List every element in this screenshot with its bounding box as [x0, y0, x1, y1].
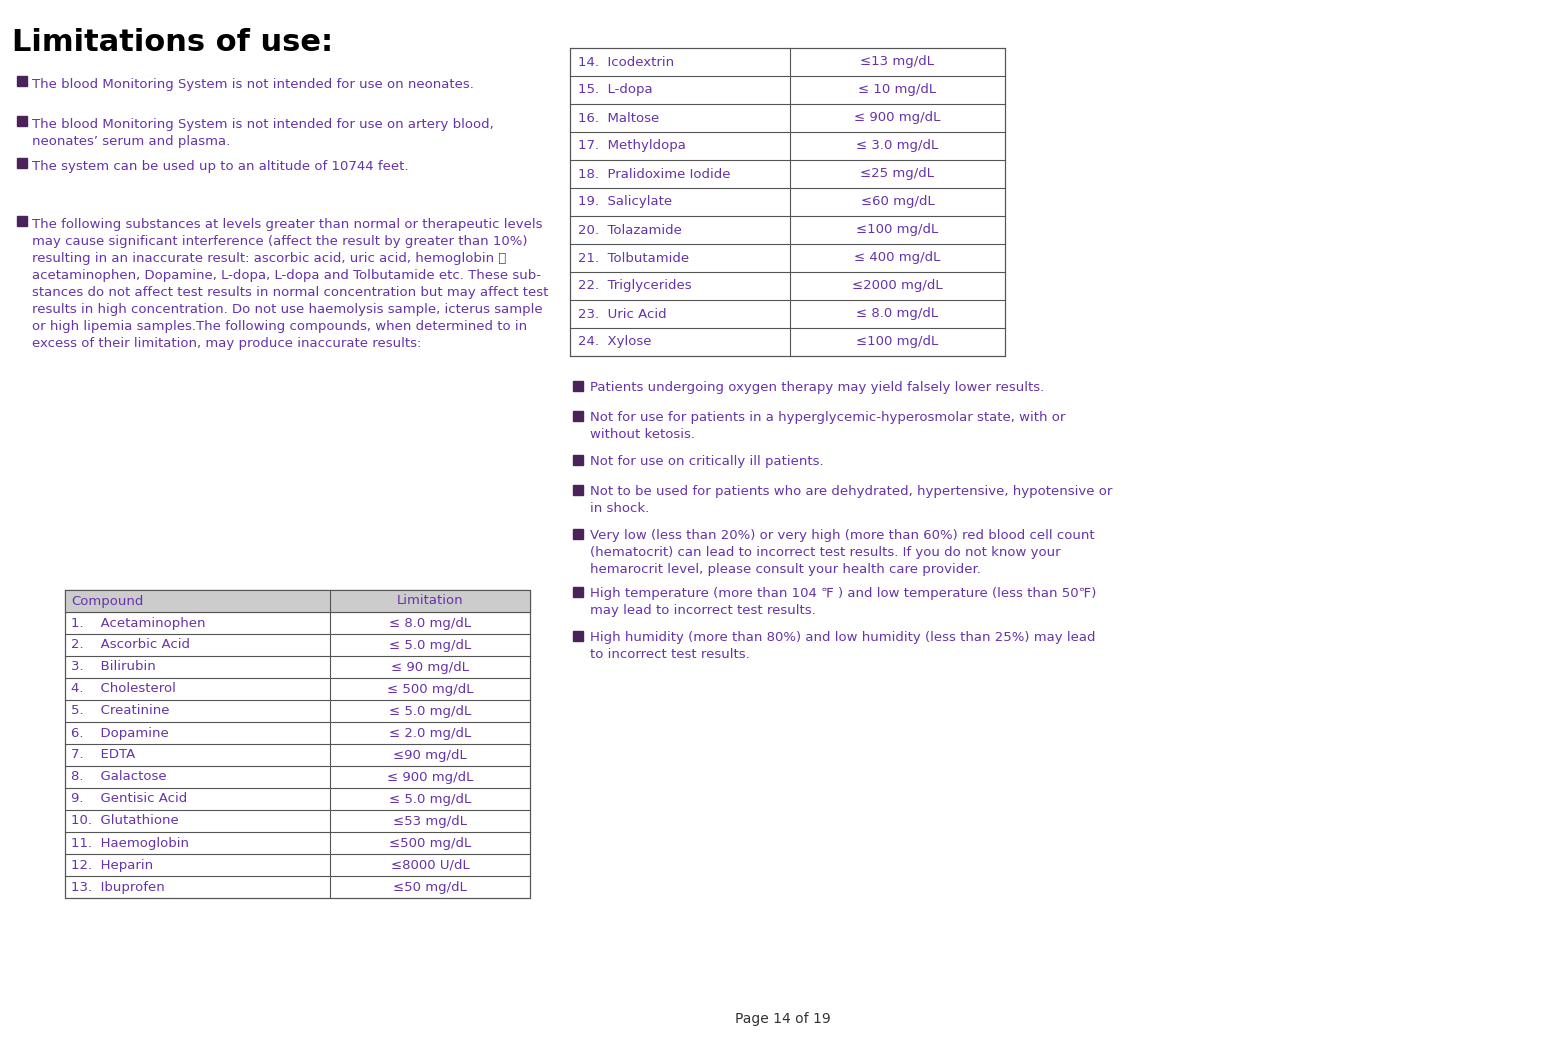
- Text: ≤ 5.0 mg/dL: ≤ 5.0 mg/dL: [388, 638, 471, 652]
- Text: 5.    Creatinine: 5. Creatinine: [70, 705, 169, 717]
- Text: High humidity (more than 80%) and low humidity (less than 25%) may lead
to incor: High humidity (more than 80%) and low hu…: [590, 631, 1096, 661]
- Text: 19.  Salicylate: 19. Salicylate: [578, 195, 672, 209]
- Text: Patients undergoing oxygen therapy may yield falsely lower results.: Patients undergoing oxygen therapy may y…: [590, 381, 1045, 394]
- Text: ≤ 90 mg/dL: ≤ 90 mg/dL: [392, 660, 468, 674]
- Bar: [17, 216, 27, 226]
- Text: The blood Monitoring System is not intended for use on artery blood,
neonates’ s: The blood Monitoring System is not inten…: [31, 118, 493, 148]
- FancyBboxPatch shape: [570, 48, 1005, 356]
- Text: Compound: Compound: [70, 595, 144, 607]
- Text: The following substances at levels greater than normal or therapeutic levels
may: The following substances at levels great…: [31, 218, 548, 350]
- Bar: [573, 485, 583, 495]
- Text: Limitations of use:: Limitations of use:: [13, 28, 334, 57]
- Text: 8.    Galactose: 8. Galactose: [70, 770, 166, 784]
- Text: 16.  Maltose: 16. Maltose: [578, 111, 659, 125]
- Text: 1.    Acetaminophen: 1. Acetaminophen: [70, 617, 205, 629]
- Text: ≤50 mg/dL: ≤50 mg/dL: [393, 880, 467, 894]
- Text: Limitation: Limitation: [396, 595, 464, 607]
- Bar: [573, 381, 583, 391]
- Text: ≤53 mg/dL: ≤53 mg/dL: [393, 815, 467, 827]
- Text: ≤ 8.0 mg/dL: ≤ 8.0 mg/dL: [388, 617, 471, 629]
- Text: ≤2000 mg/dL: ≤2000 mg/dL: [852, 279, 943, 293]
- Text: ≤ 3.0 mg/dL: ≤ 3.0 mg/dL: [857, 139, 938, 153]
- Text: 2.    Ascorbic Acid: 2. Ascorbic Acid: [70, 638, 189, 652]
- Text: 3.    Bilirubin: 3. Bilirubin: [70, 660, 155, 674]
- Text: 18.  Pralidoxime Iodide: 18. Pralidoxime Iodide: [578, 167, 730, 181]
- Text: 21.  Tolbutamide: 21. Tolbutamide: [578, 251, 689, 265]
- Bar: [17, 158, 27, 168]
- Text: 20.  Tolazamide: 20. Tolazamide: [578, 223, 681, 237]
- Text: 15.  L-dopa: 15. L-dopa: [578, 83, 653, 97]
- Bar: [573, 411, 583, 421]
- Text: ≤ 400 mg/dL: ≤ 400 mg/dL: [855, 251, 941, 265]
- Text: ≤8000 U/dL: ≤8000 U/dL: [390, 858, 470, 872]
- Text: Not for use on critically ill patients.: Not for use on critically ill patients.: [590, 455, 824, 468]
- Bar: [573, 455, 583, 465]
- Text: 12.  Heparin: 12. Heparin: [70, 858, 153, 872]
- Text: 10.  Glutathione: 10. Glutathione: [70, 815, 179, 827]
- Text: ≤ 500 mg/dL: ≤ 500 mg/dL: [387, 683, 473, 695]
- Text: 17.  Methyldopa: 17. Methyldopa: [578, 139, 686, 153]
- Text: 7.    EDTA: 7. EDTA: [70, 748, 135, 762]
- Text: 23.  Uric Acid: 23. Uric Acid: [578, 307, 667, 321]
- Text: ≤ 10 mg/dL: ≤ 10 mg/dL: [858, 83, 936, 97]
- Text: ≤100 mg/dL: ≤100 mg/dL: [857, 223, 938, 237]
- Text: ≤100 mg/dL: ≤100 mg/dL: [857, 335, 938, 349]
- Text: ≤60 mg/dL: ≤60 mg/dL: [861, 195, 935, 209]
- Text: The blood Monitoring System is not intended for use on neonates.: The blood Monitoring System is not inten…: [31, 78, 474, 91]
- Bar: [17, 76, 27, 86]
- Text: 13.  Ibuprofen: 13. Ibuprofen: [70, 880, 164, 894]
- Text: ≤90 mg/dL: ≤90 mg/dL: [393, 748, 467, 762]
- Text: ≤ 2.0 mg/dL: ≤ 2.0 mg/dL: [388, 727, 471, 739]
- Text: ≤ 900 mg/dL: ≤ 900 mg/dL: [387, 770, 473, 784]
- Bar: [573, 588, 583, 597]
- Text: 24.  Xylose: 24. Xylose: [578, 335, 651, 349]
- Text: 6.    Dopamine: 6. Dopamine: [70, 727, 169, 739]
- Text: ≤500 mg/dL: ≤500 mg/dL: [388, 837, 471, 849]
- Text: 4.    Cholesterol: 4. Cholesterol: [70, 683, 175, 695]
- Text: ≤25 mg/dL: ≤25 mg/dL: [860, 167, 935, 181]
- Text: ≤ 5.0 mg/dL: ≤ 5.0 mg/dL: [388, 705, 471, 717]
- Text: ≤ 900 mg/dL: ≤ 900 mg/dL: [855, 111, 941, 125]
- Bar: [17, 116, 27, 126]
- Text: 22.  Triglycerides: 22. Triglycerides: [578, 279, 692, 293]
- Text: Page 14 of 19: Page 14 of 19: [734, 1012, 832, 1026]
- Text: 9.    Gentisic Acid: 9. Gentisic Acid: [70, 792, 188, 805]
- Text: ≤ 5.0 mg/dL: ≤ 5.0 mg/dL: [388, 792, 471, 805]
- Text: ≤ 8.0 mg/dL: ≤ 8.0 mg/dL: [857, 307, 938, 321]
- Text: The system can be used up to an altitude of 10744 feet.: The system can be used up to an altitude…: [31, 160, 409, 173]
- Bar: [573, 631, 583, 641]
- Text: Very low (less than 20%) or very high (more than 60%) red blood cell count
(hema: Very low (less than 20%) or very high (m…: [590, 529, 1095, 576]
- Bar: [66, 590, 529, 612]
- Text: Not for use for patients in a hyperglycemic-hyperosmolar state, with or
without : Not for use for patients in a hyperglyce…: [590, 411, 1065, 441]
- Text: ≤13 mg/dL: ≤13 mg/dL: [860, 55, 935, 69]
- Text: High temperature (more than 104 ℉ ) and low temperature (less than 50℉)
may lead: High temperature (more than 104 ℉ ) and …: [590, 588, 1096, 617]
- FancyBboxPatch shape: [66, 590, 529, 898]
- Bar: [573, 529, 583, 539]
- Text: Not to be used for patients who are dehydrated, hypertensive, hypotensive or
in : Not to be used for patients who are dehy…: [590, 485, 1112, 515]
- Text: 14.  Icodextrin: 14. Icodextrin: [578, 55, 673, 69]
- Text: 11.  Haemoglobin: 11. Haemoglobin: [70, 837, 189, 849]
